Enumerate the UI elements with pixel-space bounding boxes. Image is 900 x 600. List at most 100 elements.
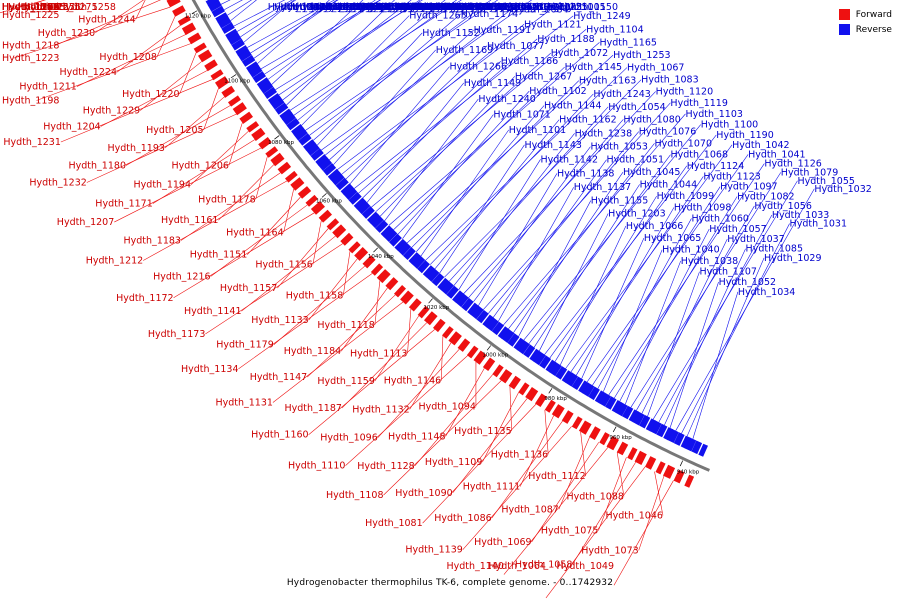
connector-line <box>598 457 627 531</box>
connector-line <box>377 348 460 438</box>
reverse-gene-label: Hydth_1051 <box>607 155 664 166</box>
reverse-gene-label: Hydth_1121 <box>524 19 581 30</box>
forward-gene-label: Hydth_1293 <box>2 2 59 13</box>
forward-gene-label: Hydth_1172 <box>116 293 173 304</box>
reverse-gene <box>310 148 324 161</box>
scale-tick <box>679 460 684 467</box>
connector-line <box>278 0 421 96</box>
connector-line <box>379 76 516 217</box>
reverse-gene <box>461 297 474 312</box>
reverse-gene <box>482 314 494 328</box>
reverse-gene-label: Hydth_1221 <box>422 2 479 13</box>
reverse-gene-label: Hydth_1265 <box>409 11 466 22</box>
connector-lines <box>0 0 815 599</box>
forward-gene-label: Hydth_1069 <box>474 537 531 548</box>
reverse-gene <box>383 228 398 242</box>
forward-gene <box>385 277 399 291</box>
scale-tick <box>428 298 433 304</box>
reverse-gene-label: Hydth_1123 <box>703 171 760 182</box>
reverse-gene-label: Hydth_1217 <box>323 2 380 13</box>
forward-gene <box>525 387 539 402</box>
connector-line <box>374 315 420 382</box>
forward-gene <box>655 461 666 475</box>
reverse-gene-label: Hydth_1106 <box>448 2 505 13</box>
scale-tick <box>274 135 280 140</box>
reverse-gene-label: Hydth_1079 <box>781 167 838 178</box>
reverse-gene-label: Hydth_1060 <box>691 213 748 224</box>
reverse-gene <box>691 440 703 455</box>
forward-gene-label: Hydth_1207 <box>57 217 114 228</box>
reverse-gene <box>581 382 595 397</box>
reverse-gene <box>279 108 293 120</box>
reverse-gene <box>263 86 277 99</box>
connector-line <box>180 172 281 241</box>
connector-line <box>312 220 322 265</box>
scale-tick-label: 1120 kbp <box>185 14 211 20</box>
reverse-gene <box>501 328 515 343</box>
reverse-gene <box>588 386 600 401</box>
connector-line <box>125 105 231 166</box>
connector-line <box>100 70 208 127</box>
connector-line <box>260 0 381 70</box>
reverse-gene <box>335 177 349 191</box>
reverse-gene-label: Hydth_1196 <box>499 2 556 13</box>
connector-line <box>36 43 191 101</box>
reverse-gene <box>259 80 274 94</box>
reverse-gene <box>673 432 685 446</box>
forward-gene-label: Hydth_1090 <box>395 488 452 499</box>
forward-gene-label: Hydth_1254 <box>2 2 59 13</box>
forward-gene-label: Hydth_1220 <box>122 89 179 100</box>
forward-gene-label: Hydth_1289 <box>2 2 59 13</box>
forward-gene <box>187 32 202 45</box>
forward-gene-label: Hydth_1171 <box>95 199 152 210</box>
reverse-gene <box>615 402 628 417</box>
connector-line <box>210 204 308 277</box>
reverse-gene-label: Hydth_1234 <box>432 2 489 13</box>
forward-gene-label: Hydth_1218 <box>2 41 59 52</box>
forward-gene <box>499 369 513 384</box>
connector-line <box>658 214 773 423</box>
reverse-gene-label: Hydth_1249 <box>573 11 630 22</box>
connector-line <box>164 96 225 149</box>
connector-line <box>570 176 704 373</box>
forward-gene <box>442 326 454 339</box>
connector-line <box>135 0 146 20</box>
reverse-gene <box>367 211 380 224</box>
forward-gene <box>561 410 574 424</box>
forward-gene <box>578 420 592 435</box>
connector-line <box>286 0 395 106</box>
forward-gene-label: Hydth_1132 <box>352 404 409 415</box>
forward-gene <box>433 318 446 333</box>
reverse-gene-label: Hydth_1175 <box>525 2 582 13</box>
forward-gene <box>305 194 318 207</box>
reverse-gene <box>663 427 674 441</box>
connector-line <box>317 32 423 146</box>
forward-gene-label: Hydth_1233 <box>2 2 59 13</box>
reverse-gene <box>227 32 242 45</box>
forward-gene-label: Hydth_1058 <box>515 559 572 570</box>
reverse-gene <box>205 0 219 6</box>
reverse-gene <box>356 200 371 215</box>
reverse-gene-label: Hydth_1097 <box>720 182 777 193</box>
connector-line <box>236 0 293 32</box>
reverse-gene-label: Hydth_1045 <box>623 167 680 178</box>
connector-line <box>613 480 674 586</box>
connector-line <box>0 0 47 14</box>
forward-gene <box>482 357 496 371</box>
connector-line <box>255 156 268 200</box>
connector-line <box>253 0 338 59</box>
forward-gene-label: Hydth_1109 <box>425 457 482 468</box>
forward-gene-label: Hydth_1244 <box>78 14 135 25</box>
reverse-gene <box>517 340 530 355</box>
forward-gene-label: Hydth_1259 <box>2 2 59 13</box>
reverse-gene <box>467 302 479 316</box>
reverse-gene <box>375 220 389 233</box>
reverse-gene-label: Hydth_1228 <box>359 2 416 13</box>
connector-line <box>250 0 339 54</box>
connector-line <box>581 237 645 379</box>
reverse-gene-label: Hydth_1038 <box>681 256 738 267</box>
reverse-gene-label: Hydth_1120 <box>656 86 713 97</box>
reverse-gene-label: Hydth_1042 <box>732 140 789 151</box>
forward-gene-label: Hydth_1118 <box>317 320 374 331</box>
reverse-gene-label: Hydth_1053 <box>590 142 647 153</box>
